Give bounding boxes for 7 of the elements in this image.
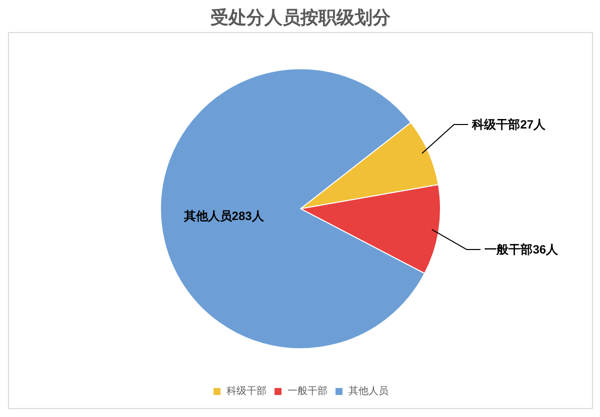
data-label: 其他人员283人 [182,208,265,223]
legend-label: 科级干部 [226,384,266,398]
chart-title: 受处分人员按职级划分 [210,8,392,28]
data-label: 一般干部36人 [484,242,560,256]
data-label: 科级干部27人 [471,117,547,132]
legend-label: 其他人员 [348,384,388,398]
legend-label: 一般干部 [288,384,328,398]
